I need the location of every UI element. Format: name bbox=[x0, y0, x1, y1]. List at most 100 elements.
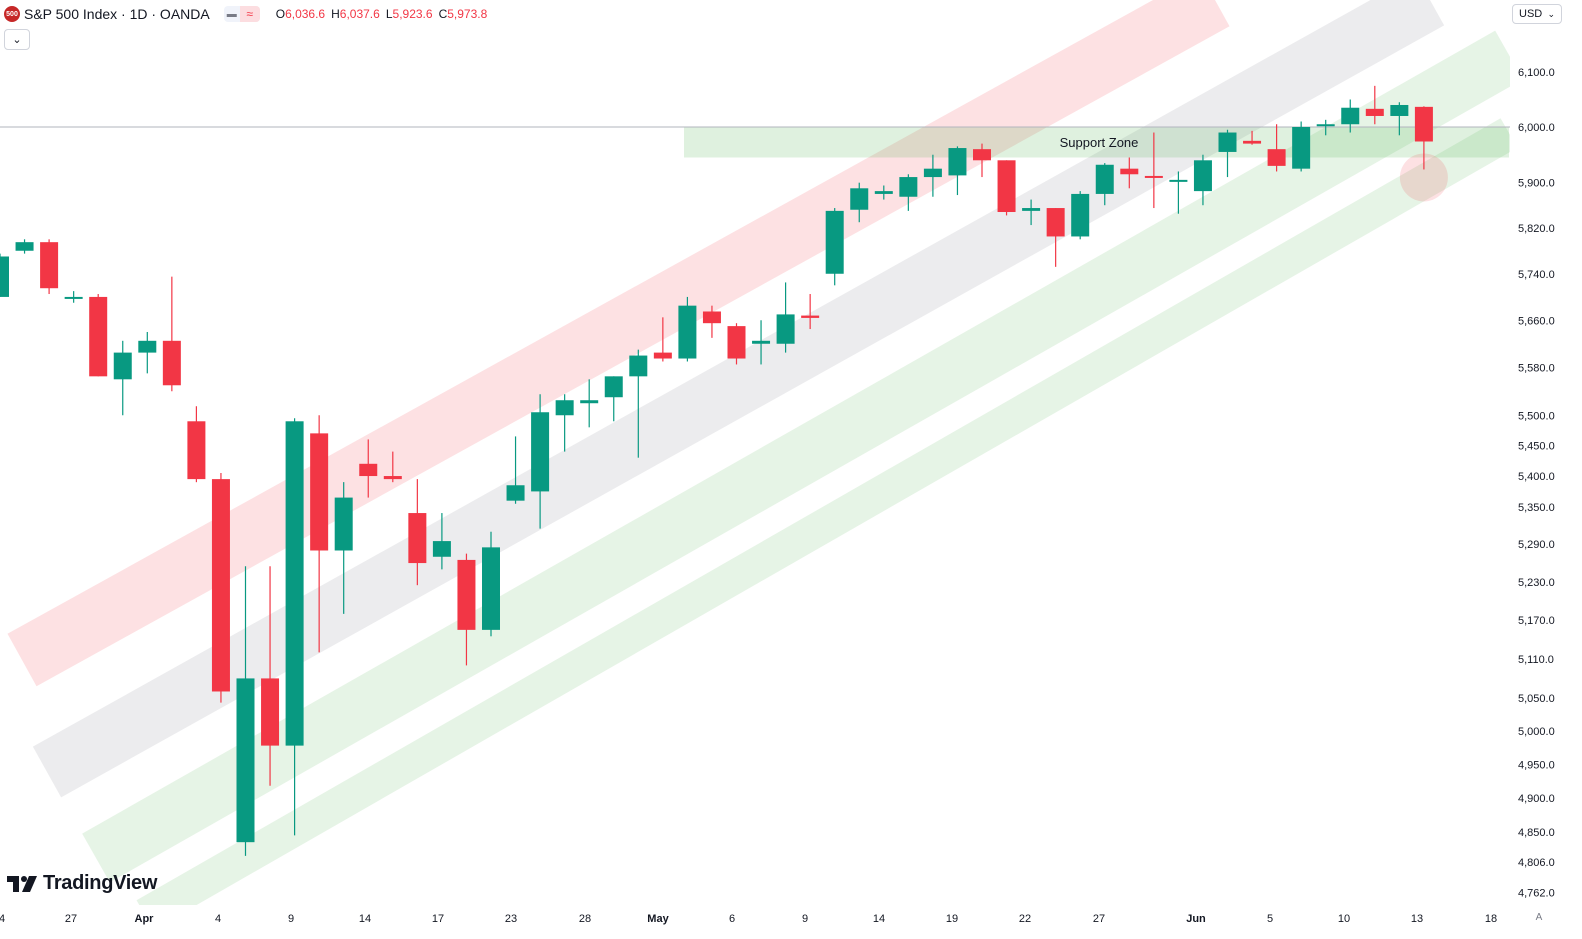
candle-body bbox=[334, 497, 353, 551]
price-tick-label: 5,050.0 bbox=[1518, 693, 1555, 705]
time-tick-label: Apr bbox=[135, 913, 155, 925]
candle bbox=[187, 406, 206, 483]
candle-body bbox=[113, 352, 132, 380]
green-channel-band-upper bbox=[82, 30, 1523, 883]
candle bbox=[1193, 154, 1212, 206]
candle-body bbox=[138, 340, 157, 353]
candle bbox=[211, 472, 230, 703]
candle bbox=[752, 320, 771, 365]
candle bbox=[850, 182, 869, 223]
candle-body bbox=[555, 400, 574, 416]
candle bbox=[678, 296, 697, 362]
candle-body bbox=[1120, 168, 1139, 175]
time-tick-label: 14 bbox=[359, 913, 371, 925]
candle bbox=[1071, 191, 1090, 240]
auto-scale-button[interactable]: A bbox=[1535, 911, 1543, 923]
price-tick-label: 5,230.0 bbox=[1518, 577, 1555, 589]
time-tick-label: 4 bbox=[0, 913, 5, 925]
time-tick-label: 27 bbox=[65, 913, 77, 925]
currency-button[interactable]: USD ⌄ bbox=[1512, 4, 1562, 24]
candle-body bbox=[899, 177, 918, 197]
candle bbox=[973, 143, 991, 178]
candle-body bbox=[261, 678, 280, 746]
time-axis-bg bbox=[0, 905, 1510, 939]
indicator-pill[interactable]: ▬ ≈ bbox=[223, 6, 260, 22]
candle-body bbox=[1144, 175, 1163, 178]
price-tick-label: 5,290.0 bbox=[1518, 539, 1555, 551]
time-tick-label: 27 bbox=[1093, 913, 1105, 925]
candle bbox=[113, 340, 132, 416]
symbol-badge-icon[interactable]: 500 bbox=[4, 6, 20, 22]
candle bbox=[359, 439, 378, 498]
price-tick-label: 4,950.0 bbox=[1518, 759, 1555, 771]
candle bbox=[555, 394, 574, 452]
candle bbox=[1144, 132, 1163, 209]
candle bbox=[702, 305, 721, 338]
price-tick-label: 6,100.0 bbox=[1518, 67, 1555, 79]
candle-body bbox=[678, 305, 697, 359]
candle-body bbox=[653, 352, 672, 359]
tradingview-logo[interactable]: TradingView bbox=[7, 872, 157, 895]
time-tick-label: May bbox=[647, 913, 669, 925]
candle-body bbox=[1365, 108, 1384, 116]
price-tick-label: 4,762.0 bbox=[1518, 888, 1555, 900]
chart-title[interactable]: S&P 500 Index · 1D · OANDA bbox=[24, 6, 210, 22]
candle bbox=[138, 331, 157, 374]
candle bbox=[334, 482, 353, 614]
minus-icon[interactable]: ▬ bbox=[226, 8, 237, 20]
candle bbox=[40, 239, 59, 295]
candle-body bbox=[1095, 164, 1114, 194]
candle-body bbox=[580, 400, 599, 404]
candle bbox=[64, 291, 83, 303]
candle-body bbox=[1046, 208, 1065, 237]
candle-body bbox=[1071, 193, 1090, 237]
candle-body bbox=[15, 242, 34, 251]
candle-body bbox=[629, 355, 648, 377]
support-zone-rect bbox=[684, 127, 1509, 158]
approx-icon[interactable]: ≈ bbox=[239, 6, 260, 22]
candle bbox=[801, 294, 820, 330]
price-tick-label: 5,350.0 bbox=[1518, 502, 1555, 514]
candle bbox=[261, 566, 280, 786]
tradingview-logo-text: TradingView bbox=[43, 872, 158, 894]
candle-body bbox=[40, 242, 59, 289]
time-tick-label: 23 bbox=[505, 913, 517, 925]
ohlc-close: C5,973.8 bbox=[438, 7, 488, 21]
candle-body bbox=[211, 479, 230, 692]
candle-body bbox=[1267, 149, 1286, 166]
candle bbox=[1390, 102, 1409, 136]
candle-body bbox=[310, 433, 329, 551]
green-channel-band-lower bbox=[136, 118, 1518, 930]
candle bbox=[285, 418, 304, 836]
candle bbox=[997, 160, 1016, 216]
time-tick-label: 9 bbox=[288, 913, 294, 925]
candle bbox=[1414, 106, 1433, 170]
tradingview-mark-icon bbox=[7, 875, 37, 892]
candle bbox=[923, 154, 942, 197]
candle bbox=[1292, 121, 1311, 172]
candle bbox=[531, 394, 550, 529]
candle bbox=[1218, 129, 1237, 178]
candle bbox=[948, 146, 967, 196]
collapse-legend-button[interactable]: ⌄ bbox=[4, 29, 30, 50]
candle-body bbox=[432, 541, 451, 557]
chevron-down-icon: ⌄ bbox=[12, 34, 22, 46]
price-tick-label: 5,740.0 bbox=[1518, 269, 1555, 281]
price-tick-label: 5,170.0 bbox=[1518, 615, 1555, 627]
ohlc-low: L5,923.6 bbox=[385, 7, 433, 21]
candle bbox=[874, 185, 893, 200]
time-tick-label: 5 bbox=[1267, 913, 1273, 925]
price-tick-label: 5,820.0 bbox=[1518, 223, 1555, 235]
candle bbox=[899, 174, 918, 211]
candle-body bbox=[0, 256, 9, 297]
candle-body bbox=[531, 412, 550, 492]
time-tick-label: 4 bbox=[215, 913, 221, 925]
candle-body bbox=[604, 376, 623, 398]
time-tick-label: 13 bbox=[1411, 913, 1423, 925]
candle-body bbox=[457, 559, 476, 630]
candle-body bbox=[702, 311, 721, 324]
candle-body bbox=[236, 678, 255, 843]
candle-body bbox=[948, 148, 967, 176]
